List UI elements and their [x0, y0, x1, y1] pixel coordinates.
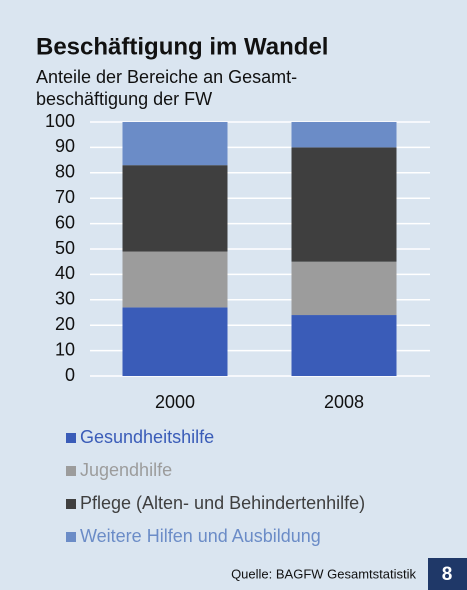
- y-tick-label: 90: [55, 136, 75, 156]
- legend-label: Weitere Hilfen und Ausbildung: [80, 526, 321, 546]
- y-tick-label: 100: [45, 111, 75, 131]
- bar-segment: [122, 165, 228, 252]
- legend-label: Pflege (Alten- und Behindertenhilfe): [80, 493, 365, 513]
- legend-swatch: [66, 499, 76, 509]
- y-tick-label: 70: [55, 187, 75, 207]
- bar-segment: [291, 261, 397, 316]
- legend-swatch: [66, 466, 76, 476]
- bar-segment: [291, 147, 397, 262]
- subtitle: beschäftigung der FW: [36, 89, 212, 109]
- source: Quelle: BAGFW Gesamtstatistik: [231, 566, 416, 581]
- legend-label: Jugendhilfe: [80, 460, 172, 480]
- chart-title: Beschäftigung im Wandel: [36, 33, 328, 60]
- bar-segment: [122, 122, 228, 166]
- bar-segment: [291, 315, 397, 376]
- y-tick-label: 60: [55, 212, 75, 232]
- legend-swatch: [66, 433, 76, 443]
- x-tick-label: 2000: [155, 392, 195, 412]
- y-tick-label: 20: [55, 314, 75, 334]
- bar-segment: [291, 122, 397, 148]
- y-tick-label: 80: [55, 162, 75, 182]
- subtitle: Anteile der Bereiche an Gesamt-: [36, 67, 297, 87]
- y-tick-label: 30: [55, 289, 75, 309]
- y-tick-label: 40: [55, 263, 75, 283]
- bar-segment: [122, 251, 228, 308]
- bar-segment: [122, 307, 228, 376]
- y-tick-label: 10: [55, 339, 75, 359]
- page-number: 8: [442, 564, 453, 585]
- legend-swatch: [66, 532, 76, 542]
- y-tick-label: 50: [55, 238, 75, 258]
- legend-label: Gesundheitshilfe: [80, 427, 214, 447]
- y-tick-label: 0: [65, 365, 75, 385]
- page-number-box: [428, 558, 467, 590]
- x-tick-label: 2008: [324, 392, 364, 412]
